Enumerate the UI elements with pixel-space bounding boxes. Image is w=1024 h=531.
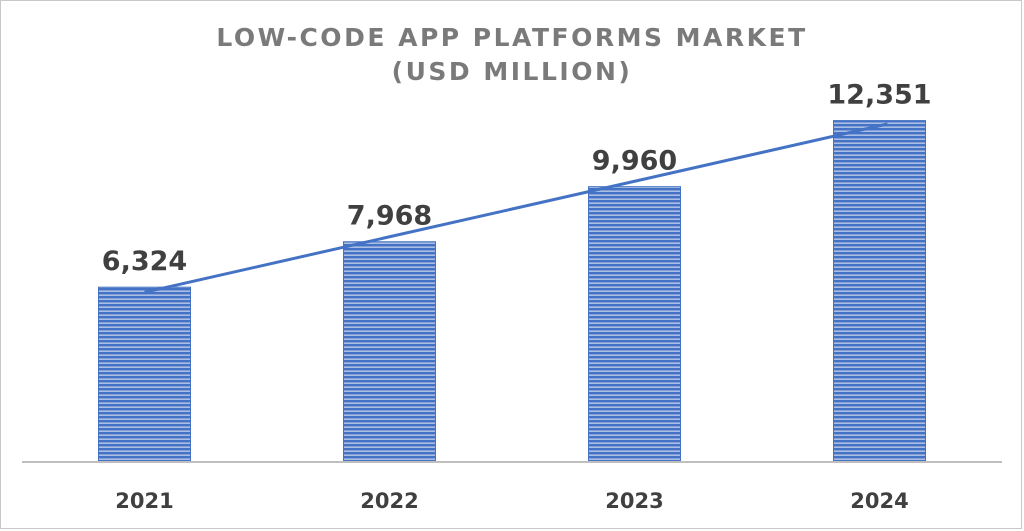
trendline-layer	[144, 122, 888, 294]
data-label-2022: 7,968	[347, 201, 432, 232]
x-tick-label-2022: 2022	[360, 489, 418, 513]
chart-title: LOW-CODE APP PLATFORMS MARKET (USD MILLI…	[0, 21, 1024, 89]
x-tick-label-2024: 2024	[850, 489, 908, 513]
data-label-2023: 9,960	[592, 146, 677, 177]
trendline	[144, 122, 888, 294]
bar-2023	[588, 186, 681, 463]
x-tick-label-2023: 2023	[605, 489, 663, 513]
x-tick-labels-layer: 2021 2022 2023 2024	[115, 489, 908, 513]
chart-title-line-2: (USD MILLION)	[391, 57, 633, 86]
bars-layer	[98, 120, 926, 463]
bar-2024	[833, 120, 926, 463]
data-label-2021: 6,324	[102, 246, 187, 277]
bar-2021	[98, 286, 191, 463]
data-labels-layer: 6,324 7,968 9,960 12,351	[102, 80, 932, 278]
chart-title-line-1: LOW-CODE APP PLATFORMS MARKET	[216, 23, 808, 52]
x-tick-label-2021: 2021	[115, 489, 173, 513]
bar-2022	[343, 241, 436, 463]
data-label-2024: 12,351	[827, 80, 931, 111]
